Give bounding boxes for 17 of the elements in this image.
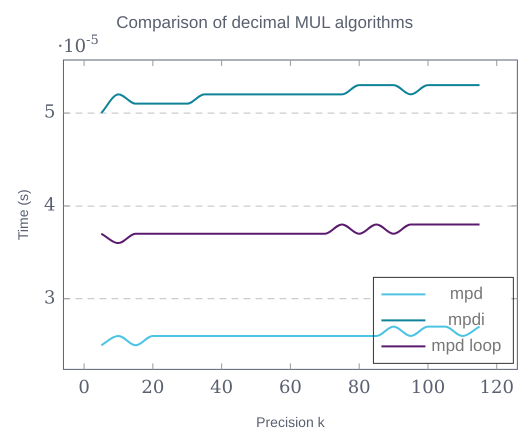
y-axis-title: Time (s)	[15, 189, 31, 240]
x-tick-label: 40	[210, 376, 234, 398]
x-tick-label: 0	[78, 376, 90, 398]
legend-label: mpdi	[448, 310, 485, 330]
legend-label: mpd loop	[431, 336, 502, 356]
legend-label: mpd	[450, 284, 483, 304]
x-tick-label: 120	[480, 376, 514, 398]
x-tick-label: 60	[278, 376, 302, 398]
line-series	[100, 84, 481, 114]
y-tick-label: 5	[44, 102, 56, 123]
x-tick-label: 100	[410, 376, 446, 398]
x-tick-label: 20	[141, 376, 164, 398]
chart-title: Comparison of decimal MUL algorithms	[116, 13, 414, 32]
y-tick-label: 3	[44, 287, 56, 308]
x-tick-label: 80	[348, 376, 371, 398]
x-axis-title: Precision k	[256, 414, 326, 430]
y-tick-label: 4	[44, 194, 56, 216]
